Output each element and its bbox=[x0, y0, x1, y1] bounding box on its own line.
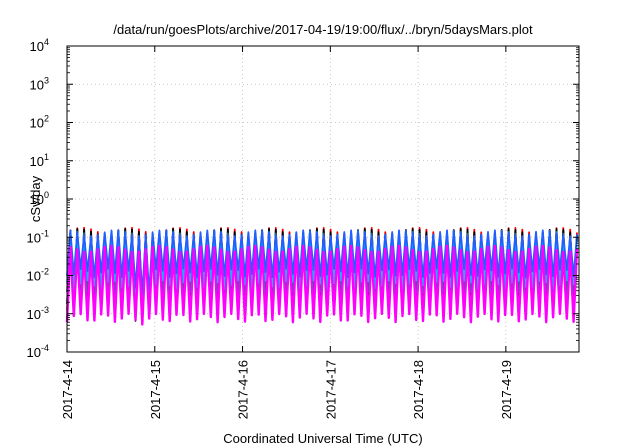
x-tick-label: 2017-4-14 bbox=[60, 360, 75, 419]
y-tick-label: 10-2 bbox=[27, 267, 49, 284]
x-tick-label: 2017-4-19 bbox=[499, 360, 514, 419]
series-line bbox=[66, 229, 578, 295]
y-tick-exponent: 0 bbox=[44, 190, 49, 200]
y-tick-label: 101 bbox=[30, 152, 49, 169]
chart-title: /data/run/goesPlots/archive/2017-04-19/1… bbox=[113, 22, 533, 37]
y-tick-label: 10-1 bbox=[27, 228, 49, 245]
x-tick-label: 2017-4-16 bbox=[236, 360, 251, 419]
series-layer bbox=[65, 226, 579, 326]
y-axis-label: cSv/day bbox=[28, 175, 43, 222]
y-tick-label: 104 bbox=[30, 37, 49, 54]
y-tick-exponent: 2 bbox=[44, 114, 49, 124]
y-tick-exponent: 3 bbox=[44, 75, 49, 85]
y-tick-exponent: 4 bbox=[44, 37, 49, 47]
y-tick-label: 10-4 bbox=[27, 343, 49, 360]
ticks bbox=[66, 45, 579, 353]
x-tick-label: 2017-4-17 bbox=[323, 360, 338, 419]
y-tick-label: 103 bbox=[30, 75, 49, 92]
x-axis-label: Coordinated Universal Time (UTC) bbox=[223, 431, 422, 446]
y-tick-exponent: -1 bbox=[41, 228, 49, 238]
y-tick-exponent: -2 bbox=[41, 267, 49, 277]
y-tick-exponent: -4 bbox=[41, 343, 49, 353]
x-tick-labels: 2017-4-14 2017-4-15 2017-4-16 2017-4-17 2017… bbox=[60, 360, 514, 419]
series-line bbox=[65, 244, 579, 326]
y-tick-exponent: -3 bbox=[41, 305, 49, 315]
x-tick-label: 2017-4-15 bbox=[148, 360, 163, 419]
x-tick-label: 2017-4-18 bbox=[411, 360, 426, 419]
y-tick-exponent: 1 bbox=[44, 152, 49, 162]
y-tick-label: 10-3 bbox=[27, 305, 49, 322]
y-tick-label: 102 bbox=[30, 114, 49, 131]
